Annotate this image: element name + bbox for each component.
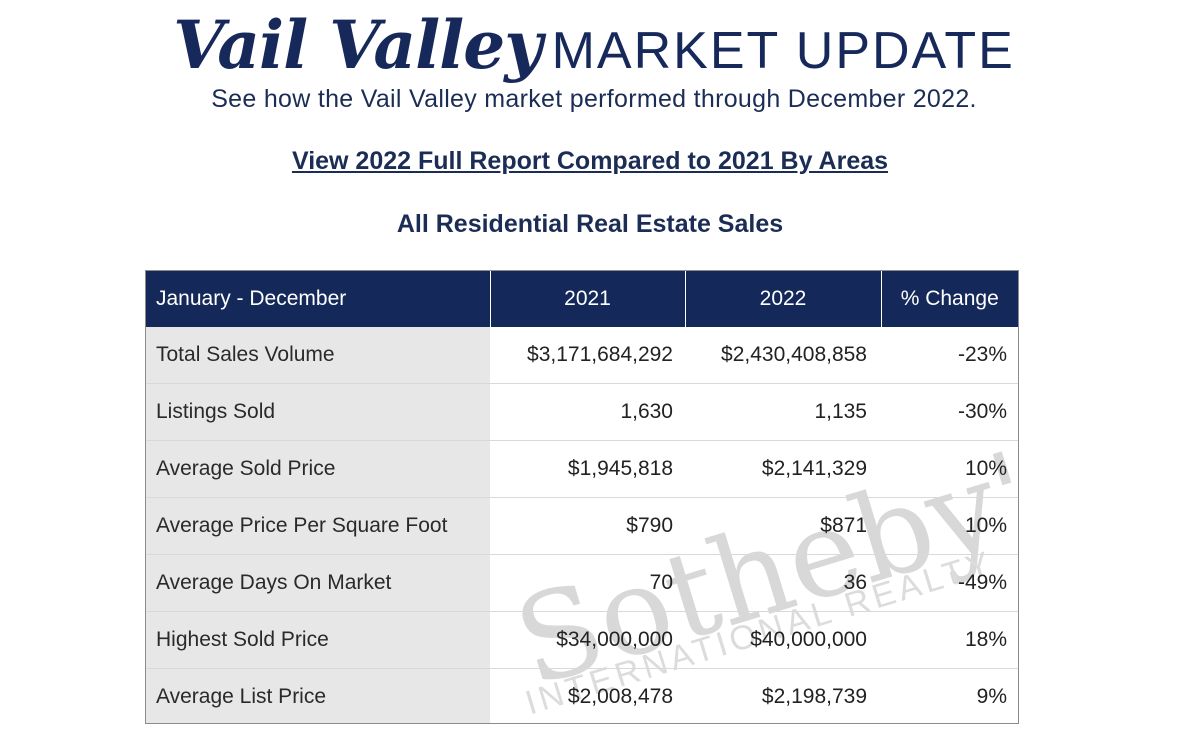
row-label: Total Sales Volume xyxy=(146,327,490,384)
table-row: Average List Price $2,008,478 $2,198,739… xyxy=(146,668,1018,723)
row-label: Average List Price xyxy=(146,668,490,723)
column-header: % Change xyxy=(881,271,1018,327)
cell-change: -30% xyxy=(881,383,1018,441)
table-row: Average Price Per Square Foot $790 $871 … xyxy=(146,497,1018,555)
column-header: 2022 xyxy=(685,271,882,327)
cell-change: 10% xyxy=(881,497,1018,555)
cell-2021: $3,171,684,292 xyxy=(490,327,685,384)
cell-2022: $2,141,329 xyxy=(685,440,881,498)
cell-change: -49% xyxy=(881,554,1018,612)
cell-2022: $871 xyxy=(685,497,881,555)
market-table: January - December 2021 2022 % Change To… xyxy=(146,271,1018,723)
cell-2021: $1,945,818 xyxy=(490,440,685,498)
row-label: Average Days On Market xyxy=(146,554,490,612)
cell-2022: $2,430,408,858 xyxy=(685,327,881,384)
cell-2022: 1,135 xyxy=(685,383,881,441)
row-label: Average Sold Price xyxy=(146,440,490,498)
cell-2022: 36 xyxy=(685,554,881,612)
table-row: Total Sales Volume $3,171,684,292 $2,430… xyxy=(146,327,1018,384)
cell-2022: $40,000,000 xyxy=(685,611,881,669)
table-row: Listings Sold 1,630 1,135 -30% xyxy=(146,383,1018,441)
section-heading: All Residential Real Estate Sales xyxy=(396,210,784,238)
cell-change: 9% xyxy=(976,685,1007,708)
market-table-container: Sotheby's INTERNATIONAL REALTY January -… xyxy=(145,270,1019,724)
column-header: 2021 xyxy=(490,271,686,327)
cell-2021: $2,008,478 xyxy=(567,685,673,708)
column-header: January - December xyxy=(146,271,491,327)
table-header-row: January - December 2021 2022 % Change xyxy=(146,271,1018,327)
cell-change: -23% xyxy=(881,327,1018,384)
row-label: Highest Sold Price xyxy=(146,611,490,669)
full-report-link[interactable]: View 2022 Full Report Compared to 2021 B… xyxy=(291,147,889,175)
cell-2021: 1,630 xyxy=(490,383,685,441)
cell-change: 18% xyxy=(881,611,1018,669)
subtitle: See how the Vail Valley market performed… xyxy=(211,85,977,113)
row-label: Listings Sold xyxy=(146,383,490,441)
cell-2021: $790 xyxy=(490,497,685,555)
cell-2021: 70 xyxy=(490,554,685,612)
row-label: Average Price Per Square Foot xyxy=(146,497,490,555)
cell-2021: $34,000,000 xyxy=(490,611,685,669)
cell-change: 10% xyxy=(881,440,1018,498)
table-row: Average Days On Market 70 36 -49% xyxy=(146,554,1018,612)
title-script: Vail Valley xyxy=(173,6,542,84)
table-row: Average Sold Price $1,945,818 $2,141,329… xyxy=(146,440,1018,498)
page-title: Vail Valley MARKET UPDATE xyxy=(0,2,1188,106)
title-rest: MARKET UPDATE xyxy=(551,22,1015,80)
cell-2022: $2,198,739 xyxy=(761,685,867,708)
table-row: Highest Sold Price $34,000,000 $40,000,0… xyxy=(146,611,1018,669)
